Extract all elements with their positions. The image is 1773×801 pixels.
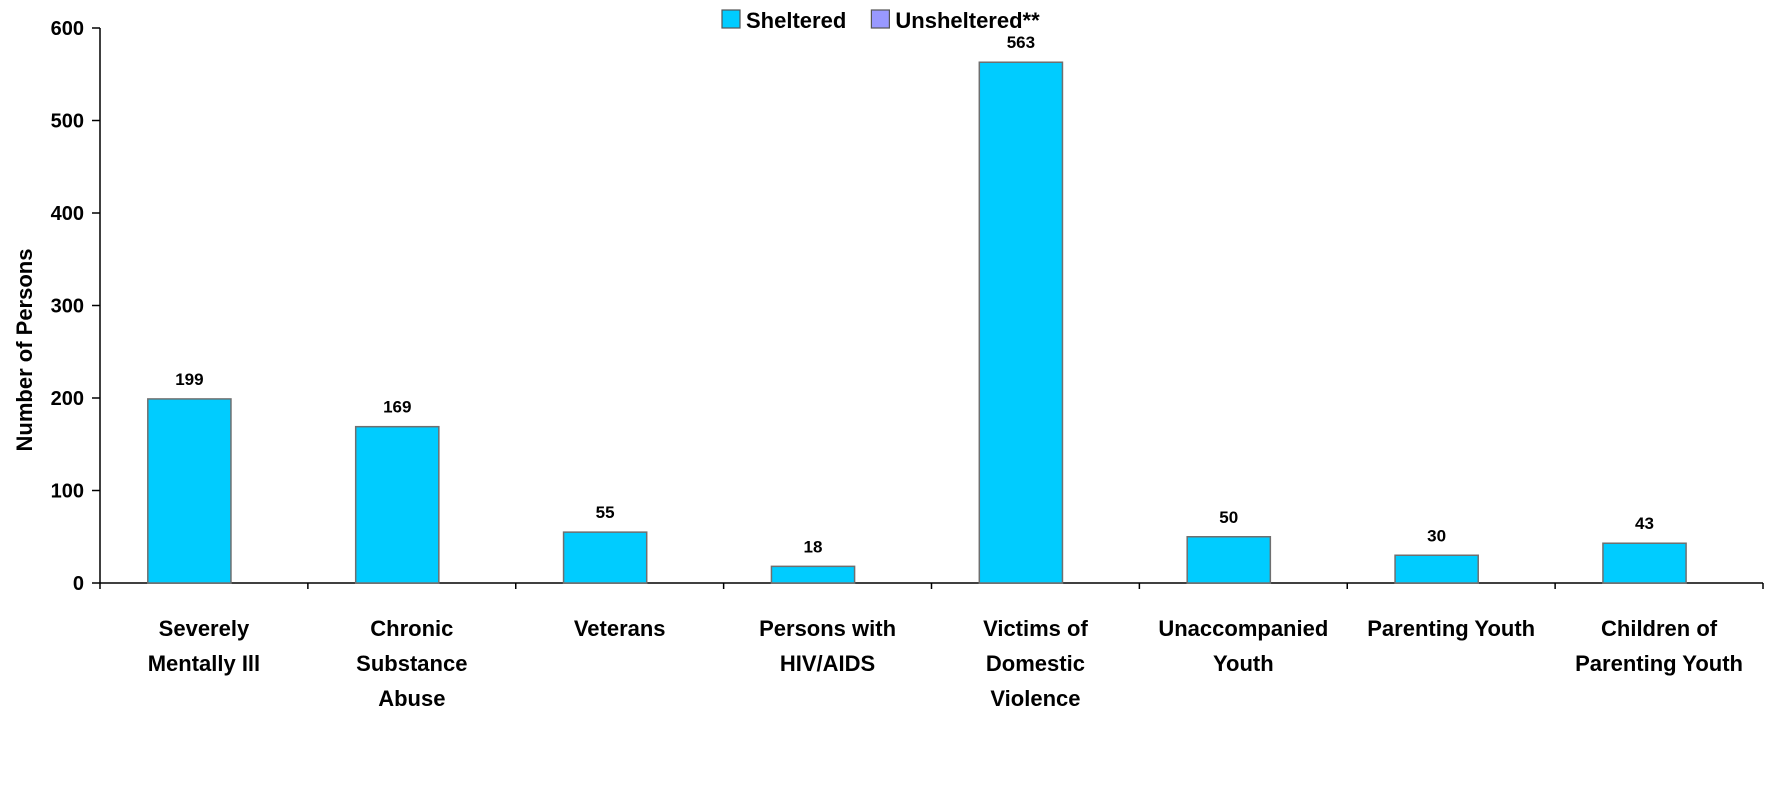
data-label: 18 [804,537,823,556]
data-label: 55 [596,503,615,522]
data-label: 30 [1427,526,1446,545]
x-tick-label: Parenting Youth [1367,616,1535,641]
x-tick-label: Chronic Substance Abuse [356,616,467,711]
x-tick-label: Severely Mentally Ill [148,616,260,676]
bars [147,61,1687,584]
x-tick-label: Persons with HIV/AIDS [759,616,896,676]
bar-sheltered [354,425,440,584]
x-tick-label: Victims of Domestic Violence [983,616,1088,711]
data-labels: 199 169 55 18 563 50 30 43 [175,33,1654,556]
y-tick-label: 500 [51,111,84,133]
x-tick-label: Children of Parenting Youth [1575,616,1743,676]
x-axis-labels: Severely Mentally Ill Chronic Substance Abus… [148,616,1743,711]
legend-label: Sheltered [746,8,846,33]
bar-sheltered [562,531,648,584]
bar-sheltered [147,398,232,584]
legend-swatch [721,9,741,29]
y-tick-label: 200 [51,388,84,410]
data-label: 169 [383,398,411,417]
bar-sheltered [978,61,1064,584]
y-tick-label: 400 [51,203,84,225]
data-label: 50 [1219,508,1238,527]
y-tick-label: 0 [73,573,84,595]
y-axis-title: Number of Persons [12,249,37,452]
legend: Sheltered Unsheltered** [721,8,1040,33]
y-tick-label: 300 [51,296,84,318]
bar-sheltered [1186,536,1272,584]
bar-sheltered [1602,542,1687,584]
bar-sheltered [1394,554,1479,584]
data-label: 199 [175,370,203,389]
legend-swatch [870,9,891,29]
x-tick-label: Unaccompanied Youth [1158,616,1328,676]
data-label: 563 [1007,33,1035,52]
legend-label: Unsheltered** [895,8,1040,33]
x-tick-label: Veterans [574,616,666,641]
y-tick-label: 600 [51,18,84,40]
axes: 0 100 200 300 400 500 600 [51,18,1764,595]
bar-sheltered [770,565,856,584]
data-label: 43 [1635,514,1654,533]
y-tick-label: 100 [51,481,84,503]
